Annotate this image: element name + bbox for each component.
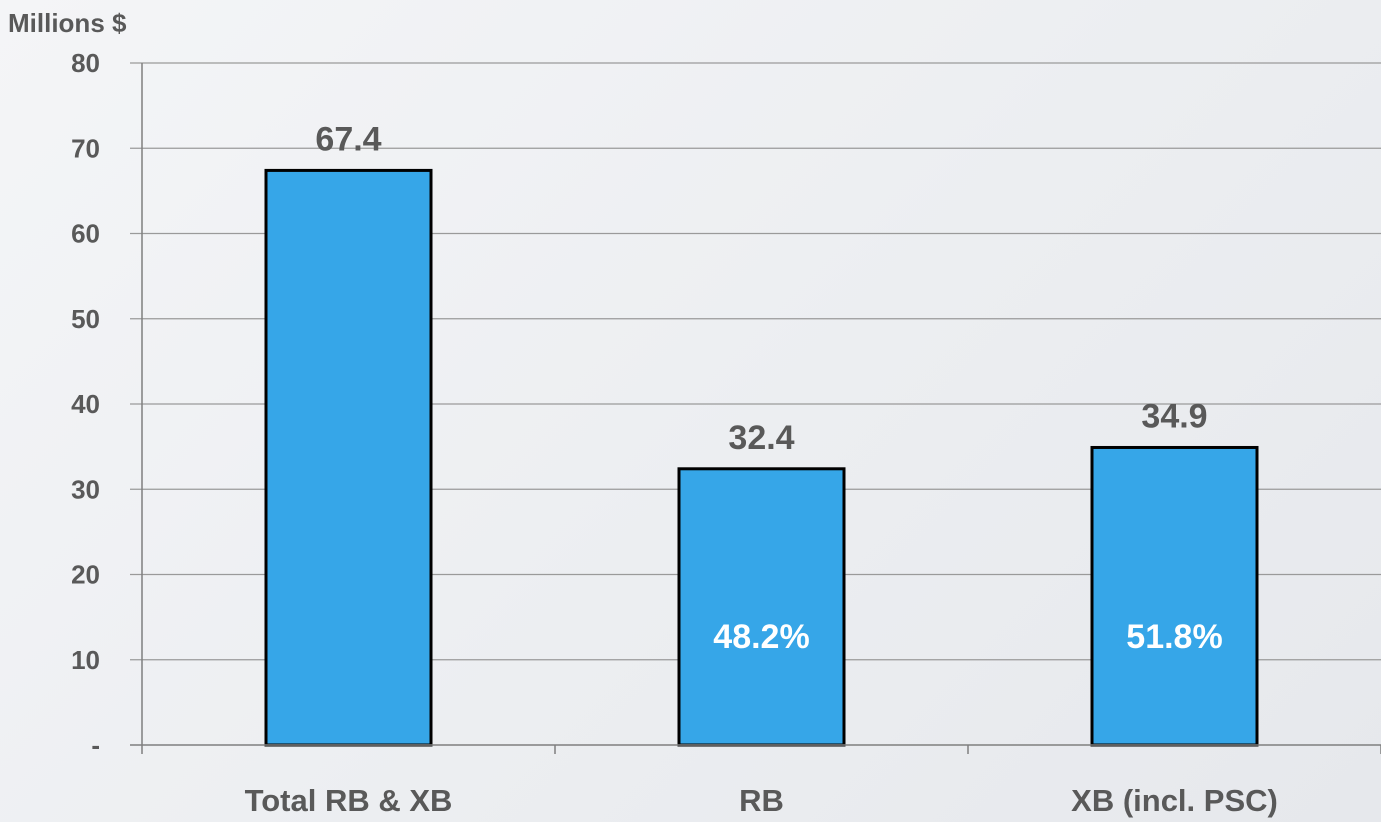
y-tick-label: 40 — [71, 389, 100, 419]
bar — [1090, 445, 1259, 747]
y-tick-label: 60 — [71, 219, 100, 249]
data-label: 67.4 — [315, 120, 381, 158]
bars — [264, 168, 1259, 747]
axes — [130, 63, 1381, 754]
labels: - 10 20 30 40 50 60 70 80 67.4 Total RB & XB 32.4 48… — [71, 48, 1278, 818]
y-unit-label: Millions $ — [8, 8, 127, 38]
bar — [677, 467, 846, 747]
y-tick-label: 10 — [71, 645, 100, 675]
x-tick-label: RB — [739, 783, 784, 818]
x-tick-label: XB (incl. PSC) — [1071, 783, 1278, 818]
share-label: 51.8% — [1126, 618, 1222, 656]
x-tick-label: Total RB & XB — [245, 783, 453, 818]
y-tick-label: 50 — [71, 304, 100, 334]
y-tick-label: 80 — [71, 48, 100, 78]
y-tick-label: 30 — [71, 474, 100, 504]
y-tick-label: 70 — [71, 133, 100, 163]
bar — [264, 168, 433, 747]
y-tick-label: - — [91, 730, 100, 760]
data-label: 32.4 — [728, 419, 794, 457]
y-tick-label: 20 — [71, 560, 100, 590]
share-label: 48.2% — [713, 618, 809, 656]
data-label: 34.9 — [1141, 397, 1207, 435]
